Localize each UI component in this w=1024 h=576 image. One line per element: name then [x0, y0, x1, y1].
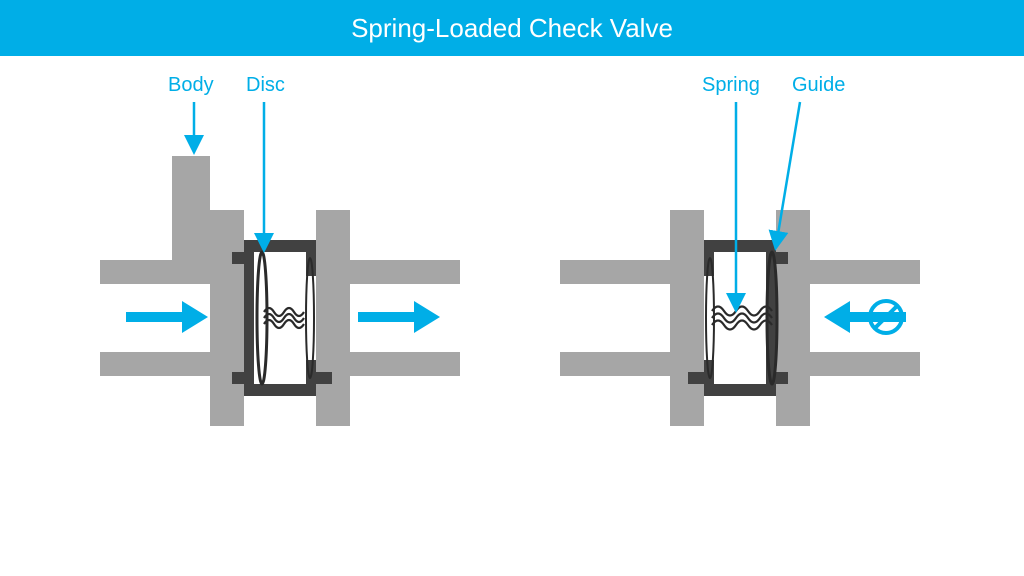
- diagram-area: Body Disc Spring Guide: [0, 56, 1024, 576]
- label-disc: Disc: [246, 74, 285, 97]
- left-valve: [100, 156, 460, 426]
- label-spring: Spring: [702, 74, 760, 97]
- right-valve: [560, 210, 920, 426]
- title-text: Spring-Loaded Check Valve: [351, 13, 673, 44]
- label-guide: Guide: [792, 74, 845, 97]
- label-body: Body: [168, 74, 214, 97]
- title-bar: Spring-Loaded Check Valve: [0, 0, 1024, 56]
- valve-svg: [0, 56, 1024, 576]
